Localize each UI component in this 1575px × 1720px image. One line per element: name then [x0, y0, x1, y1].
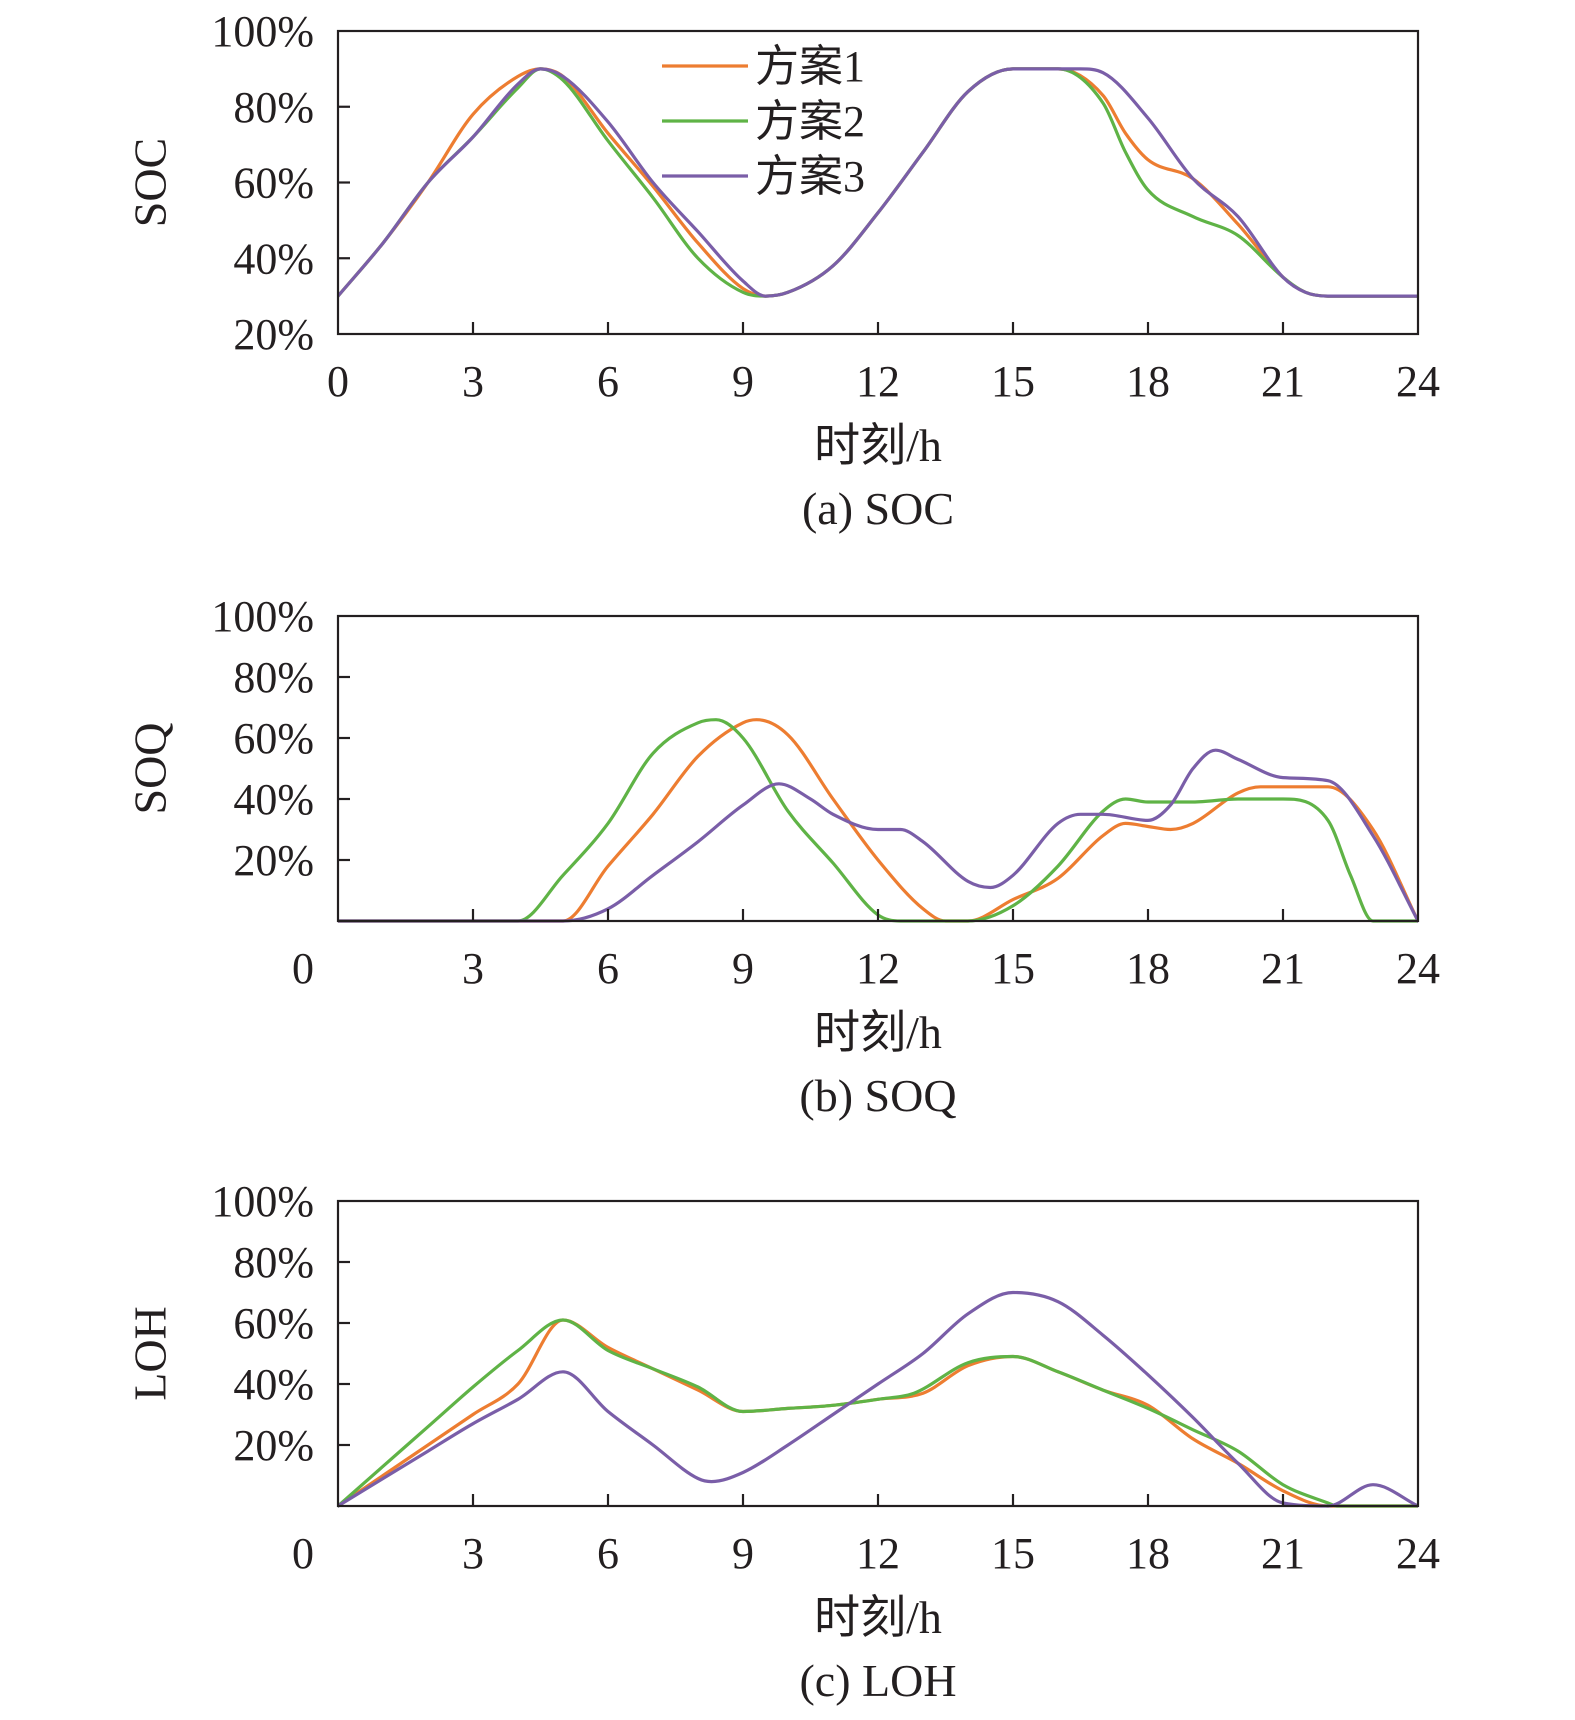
series-line-3 [338, 1290, 1418, 1508]
y-tick-label: 80% [233, 1238, 314, 1287]
series-line-1 [338, 1318, 1418, 1508]
legend-label: 方案3 [755, 152, 865, 201]
x-tick-label: 15 [991, 944, 1035, 993]
series-group [338, 1290, 1418, 1508]
y-tick-label: 60% [233, 159, 314, 208]
series-line-3 [338, 67, 1418, 298]
y-tick-label: 40% [233, 1360, 314, 1409]
y-tick-label: 80% [233, 83, 314, 132]
x-tick-label: 6 [597, 944, 619, 993]
y-tick-label: 80% [233, 653, 314, 702]
y-tick-label: 100% [211, 592, 314, 641]
x-tick-label: 24 [1396, 1529, 1440, 1578]
x-tick-label: 9 [732, 944, 754, 993]
plot-frame [336, 1199, 1420, 1508]
legend-label: 方案2 [755, 97, 865, 146]
x-tick-label: 6 [597, 357, 619, 406]
x-tick-label: 3 [462, 944, 484, 993]
chart-panel-1: 0 3 6 9 12 15 18 21 24 20% 40% 60% 80% 100% SOC 时刻/h (a)… [125, 7, 1440, 534]
chart-panel-3: 0 3 6 9 12 15 18 21 24 20% 40% 60% 80% 100% LOH 时刻/h (c)… [125, 1177, 1440, 1706]
series-line-2 [338, 1318, 1418, 1508]
panel-caption: (b) SOQ [799, 1070, 956, 1121]
x-tick-label: 12 [856, 357, 900, 406]
y-tick-label: 100% [211, 7, 314, 56]
x-tick-label: 21 [1261, 357, 1305, 406]
x-tick-label: 9 [732, 357, 754, 406]
y-tick-label: 40% [233, 234, 314, 283]
series-line-1 [338, 718, 1418, 923]
y-tick-label: 20% [233, 310, 314, 359]
y-tick-label: 20% [233, 1421, 314, 1470]
y-axis-title: SOQ [125, 722, 176, 814]
plot-frame [336, 29, 1420, 336]
y-axis-title: LOH [125, 1306, 176, 1401]
x-tick-label: 0 [327, 357, 349, 406]
x-axis-title: 时刻/h [814, 1007, 942, 1058]
x-tick-label: 9 [732, 1529, 754, 1578]
x-tick-label: 21 [1261, 1529, 1305, 1578]
x-tick-label: 24 [1396, 357, 1440, 406]
x-tick-label: 0 [292, 944, 314, 993]
y-axis-title: SOC [125, 138, 176, 227]
panel-caption: (c) LOH [799, 1655, 956, 1706]
x-tick-label: 6 [597, 1529, 619, 1578]
x-axis-title: 时刻/h [814, 1592, 942, 1643]
series-line-3 [338, 748, 1418, 923]
y-tick-label: 60% [233, 714, 314, 763]
y-tick-label: 60% [233, 1299, 314, 1348]
x-tick-label: 12 [856, 1529, 900, 1578]
series-group [338, 67, 1418, 298]
x-tick-label: 21 [1261, 944, 1305, 993]
y-tick-label: 20% [233, 836, 314, 885]
x-tick-label: 15 [991, 357, 1035, 406]
x-tick-label: 18 [1126, 357, 1170, 406]
panel-caption: (a) SOC [802, 483, 954, 534]
y-tick-label: 40% [233, 775, 314, 824]
x-tick-label: 24 [1396, 944, 1440, 993]
series-line-2 [338, 718, 1418, 923]
series-group [338, 718, 1418, 923]
x-tick-label: 18 [1126, 944, 1170, 993]
y-tick-label: 100% [211, 1177, 314, 1226]
legend: 方案1 方案2 方案3 [662, 42, 865, 201]
chart-panel-2: 0 3 6 9 12 15 18 21 24 20% 40% 60% 80% 100% SOQ 时刻/h (b)… [125, 592, 1440, 1121]
x-tick-label: 12 [856, 944, 900, 993]
x-tick-label: 3 [462, 1529, 484, 1578]
legend-label: 方案1 [755, 42, 865, 91]
x-tick-label: 15 [991, 1529, 1035, 1578]
x-tick-label: 0 [292, 1529, 314, 1578]
x-tick-label: 3 [462, 357, 484, 406]
x-tick-label: 18 [1126, 1529, 1170, 1578]
x-axis-title: 时刻/h [814, 420, 942, 471]
